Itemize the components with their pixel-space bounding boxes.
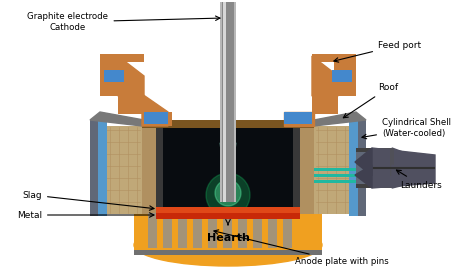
Bar (356, 120, 366, 216)
Text: Feed port: Feed port (334, 41, 421, 62)
Bar (142, 120, 314, 128)
Text: Launders: Launders (396, 170, 442, 190)
Bar (163, 128, 293, 208)
Bar (268, 213, 277, 248)
Bar (314, 174, 358, 177)
Bar (223, 213, 232, 248)
Text: Hearth: Hearth (207, 233, 249, 243)
Bar (356, 152, 374, 184)
Bar (312, 54, 356, 62)
Text: Graphite electrode
Cathode: Graphite electrode Cathode (27, 12, 220, 32)
Polygon shape (118, 56, 144, 96)
Bar (314, 168, 358, 171)
Polygon shape (355, 148, 372, 176)
Bar (142, 112, 172, 126)
Bar (142, 126, 156, 214)
Bar (134, 250, 322, 255)
Bar (356, 148, 374, 152)
Bar (90, 120, 100, 216)
Bar (156, 213, 300, 219)
Bar (118, 94, 144, 114)
Polygon shape (312, 56, 338, 96)
Bar (253, 213, 262, 248)
Bar (178, 213, 187, 248)
Bar (163, 213, 172, 248)
Bar (220, 2, 236, 202)
Circle shape (221, 181, 235, 195)
Bar (104, 126, 142, 214)
Bar (156, 126, 300, 214)
Bar (312, 94, 338, 114)
Bar (372, 148, 392, 188)
Bar (193, 213, 202, 248)
Polygon shape (90, 112, 144, 126)
Bar (100, 54, 144, 62)
Bar (100, 56, 122, 96)
Polygon shape (220, 143, 236, 192)
Polygon shape (284, 112, 314, 126)
Polygon shape (392, 165, 430, 188)
Bar (349, 120, 358, 216)
Bar (300, 126, 314, 214)
Polygon shape (355, 165, 372, 188)
Bar (356, 184, 374, 188)
Text: Anode plate with pins: Anode plate with pins (214, 230, 389, 267)
Polygon shape (142, 94, 168, 126)
Bar (223, 2, 226, 202)
Text: Slag: Slag (22, 190, 154, 210)
Polygon shape (314, 112, 366, 126)
Bar (284, 112, 314, 126)
Bar (144, 112, 168, 124)
Bar (334, 56, 356, 96)
Circle shape (215, 180, 241, 206)
Bar (332, 70, 352, 82)
Bar (156, 207, 300, 215)
Polygon shape (223, 143, 233, 185)
Bar (284, 112, 312, 124)
Bar (283, 213, 292, 248)
Bar (118, 94, 144, 114)
Bar (100, 54, 144, 62)
Bar (142, 112, 172, 126)
Bar (208, 213, 217, 248)
Bar (314, 126, 352, 214)
Circle shape (225, 182, 231, 188)
Text: Metal: Metal (17, 211, 154, 219)
Bar (148, 213, 157, 248)
Text: Roof: Roof (343, 84, 398, 118)
Circle shape (206, 173, 250, 217)
Polygon shape (392, 148, 430, 176)
Text: Cylindrical Shell
(Water-cooled): Cylindrical Shell (Water-cooled) (362, 118, 451, 139)
Bar (98, 120, 107, 216)
Bar (134, 210, 322, 250)
Bar (104, 70, 124, 82)
Bar (238, 213, 247, 248)
Polygon shape (372, 148, 435, 188)
Bar (314, 180, 358, 183)
Bar (222, 2, 234, 202)
Ellipse shape (134, 224, 322, 266)
Bar (100, 56, 122, 96)
Bar (390, 148, 394, 176)
